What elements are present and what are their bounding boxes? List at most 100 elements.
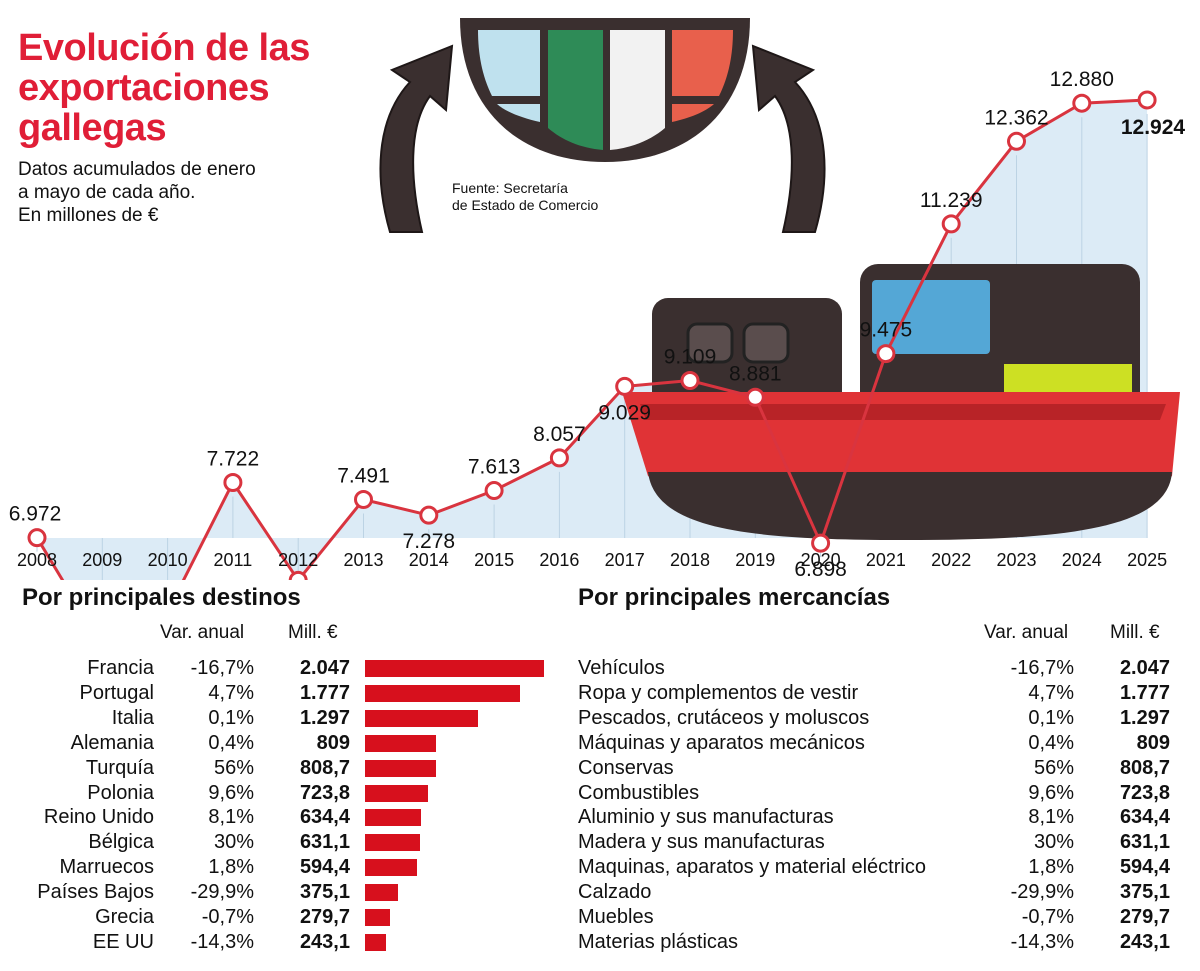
table-row: Portugal 4,7% 1.777: [0, 681, 580, 706]
table-row: Vehículos -16,7% 2.047: [578, 656, 1178, 681]
table-row: Muebles -0,7% 279,7: [578, 905, 1178, 930]
x-tick-label: 2018: [670, 550, 710, 570]
data-point: [1137, 90, 1157, 110]
mercancia-value: 2.047: [1119, 657, 1170, 679]
destino-var: 0,4%: [208, 731, 254, 754]
data-point: [288, 570, 308, 580]
ship-illustration: [622, 264, 1180, 540]
destino-var: -16,7%: [190, 657, 254, 679]
x-tick-label: 2023: [996, 550, 1036, 570]
mercancia-var: -0,7%: [1021, 906, 1074, 928]
destino-value: 594,4: [299, 856, 350, 879]
destino-name: Polonia: [87, 781, 154, 804]
table-row: Marruecos 1,8% 594,4: [0, 855, 580, 880]
table-row: Países Bajos -29,9% 375,1: [0, 880, 580, 905]
mercancia-name: Muebles: [578, 906, 654, 928]
globe-red-low: [672, 104, 714, 122]
x-tick-label: 2024: [1062, 550, 1102, 570]
mercancia-value: 631,1: [1119, 831, 1170, 854]
data-label: 7.278: [403, 530, 456, 553]
mercancia-name: Aluminio y sus manufacturas: [578, 806, 834, 829]
data-label: 9.475: [860, 319, 913, 342]
data-label: 12.362: [984, 106, 1048, 129]
destino-bar: [365, 809, 421, 827]
table-row: Madera y sus manufacturas 30% 631,1: [578, 830, 1178, 855]
destino-value: 634,4: [299, 806, 350, 829]
destino-value: 1.777: [299, 681, 350, 704]
mercancia-var: -16,7%: [1010, 657, 1074, 679]
destino-var: 1,8%: [208, 856, 254, 879]
x-tick-label: 2008: [17, 550, 57, 570]
destino-bar: [365, 859, 417, 877]
x-tick-label: 2021: [866, 550, 906, 570]
destino-name: Marruecos: [59, 856, 154, 879]
x-tick-label: 2016: [539, 550, 579, 570]
table-row: Italia 0,1% 1.297: [0, 706, 580, 731]
subtitle-line: En millones de €: [18, 205, 159, 226]
mercancia-var: 0,4%: [1028, 731, 1074, 754]
destino-name: Francia: [87, 657, 154, 679]
data-point: [941, 214, 961, 234]
data-point: [876, 344, 896, 364]
table-row: Alemania 0,4% 809: [0, 731, 580, 756]
destino-bar: [365, 759, 436, 777]
data-point: [484, 481, 504, 501]
x-tick-label: 2017: [605, 550, 645, 570]
data-point: [615, 376, 635, 396]
chart-title: Evolución de las exportaciones gallegas: [18, 27, 310, 149]
mercancia-var: -14,3%: [1010, 930, 1074, 953]
line-chart: 6.9725.4965.9677.7226.3927.4917.2787.613…: [9, 18, 1186, 580]
mercancia-name: Materias plásticas: [578, 930, 739, 953]
globe-blue-low: [497, 104, 540, 122]
mercancia-value: 808,7: [1119, 756, 1170, 779]
destino-value: 2.047: [299, 657, 350, 679]
data-label: 8.881: [729, 362, 782, 385]
x-tick-label: 2019: [735, 550, 775, 570]
destino-bar: [365, 709, 479, 727]
destino-name: Turquía: [85, 756, 154, 779]
x-tick-label: 2025: [1127, 550, 1167, 570]
data-point: [223, 473, 243, 493]
data-point: [745, 387, 765, 407]
mercancia-value: 634,4: [1119, 806, 1170, 829]
left-arrow-icon: [379, 44, 454, 233]
source-line: de Estado de Comercio: [452, 197, 599, 213]
table-row: Pescados, crutáceos y moluscos 0,1% 1.297: [578, 706, 1178, 731]
mercancia-value: 243,1: [1119, 930, 1170, 953]
data-point: [549, 448, 569, 468]
mercancia-name: Pescados, crutáceos y moluscos: [578, 706, 870, 729]
x-tick-label: 2014: [409, 550, 449, 570]
table-row: Combustibles 9,6% 723,8: [578, 781, 1178, 806]
subtitle-line: Datos acumulados de enero: [18, 159, 256, 180]
x-tick-label: 2010: [148, 550, 188, 570]
data-labels: 6.9725.4965.9677.7226.3927.4917.2787.613…: [9, 68, 1186, 580]
destino-var: 30%: [213, 831, 254, 854]
destino-bar: [365, 884, 398, 902]
mercancia-var: 30%: [1033, 831, 1074, 854]
destino-bar: [365, 784, 429, 802]
mercancia-name: Vehículos: [578, 657, 665, 679]
mercancia-name: Ropa y complementos de vestir: [578, 681, 859, 704]
destino-name: Grecia: [95, 906, 154, 928]
table-row: Francia -16,7% 2.047: [0, 656, 580, 681]
table-row: Aluminio y sus manufacturas 8,1% 634,4: [578, 805, 1178, 830]
table-row: Máquinas y aparatos mecánicos 0,4% 809: [578, 731, 1178, 756]
data-label: 7.613: [468, 456, 521, 479]
destino-bar: [365, 909, 390, 926]
ship-porthole-2: [742, 322, 790, 364]
table-row: Reino Unido 8,1% 634,4: [0, 805, 580, 830]
destino-name: Italia: [111, 706, 154, 729]
data-label: 9.109: [664, 346, 717, 369]
ship-window-blue: [872, 280, 990, 354]
data-label: 7.491: [337, 465, 390, 488]
data-label: 11.239: [920, 189, 983, 212]
mercancia-var: -29,9%: [1010, 881, 1074, 904]
data-label: 8.057: [533, 423, 586, 446]
destino-value: 808,7: [299, 756, 350, 779]
destino-value: 243,1: [299, 930, 350, 953]
destino-var: 56%: [213, 756, 254, 779]
data-label: 5.967: [141, 577, 194, 580]
mercancia-value: 723,8: [1119, 781, 1170, 804]
mercancia-name: Combustibles: [578, 781, 700, 804]
data-point: [419, 505, 439, 525]
